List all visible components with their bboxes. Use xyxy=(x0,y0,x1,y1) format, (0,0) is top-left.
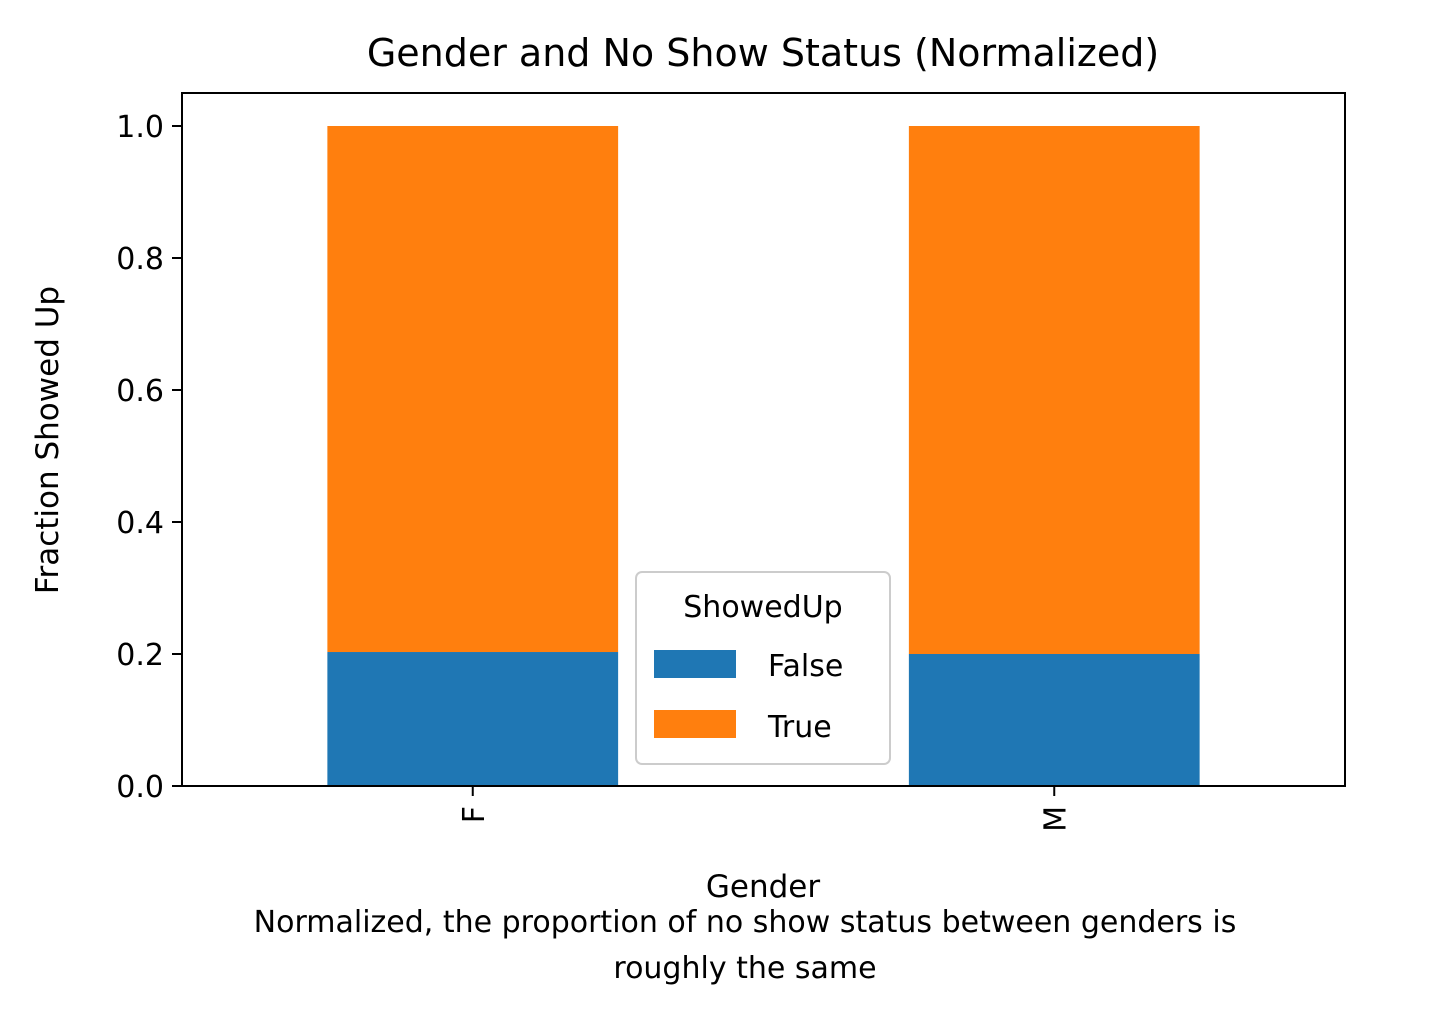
y-axis: 0.0 0.2 0.4 0.6 0.8 1.0 xyxy=(116,110,182,805)
bar-f-true xyxy=(327,126,619,653)
plot-frame xyxy=(181,92,1346,787)
bar-m-false xyxy=(908,654,1200,786)
legend-label-false: False xyxy=(768,649,843,684)
caption-line-1: Normalized, the proportion of no show st… xyxy=(254,905,1237,940)
legend-label-true: True xyxy=(767,710,832,745)
chart-title: Gender and No Show Status (Normalized) xyxy=(367,31,1159,75)
x-axis-label: Gender xyxy=(706,869,820,905)
legend-title: ShowedUp xyxy=(683,590,842,625)
y-tick-label: 0.2 xyxy=(116,638,164,673)
x-tick-label: M xyxy=(1038,806,1073,832)
y-tick-label: 0.4 xyxy=(116,506,164,541)
y-tick-label: 0.0 xyxy=(116,770,164,805)
legend-swatch-false xyxy=(654,650,736,678)
y-tick-label: 0.8 xyxy=(116,242,164,277)
legend: ShowedUp False True xyxy=(635,571,891,765)
x-tick-label: F xyxy=(457,806,492,823)
y-tick-label: 0.6 xyxy=(116,374,164,409)
bars-group xyxy=(327,126,1200,786)
caption-line-2: roughly the same xyxy=(613,951,876,986)
bar-m-true xyxy=(908,126,1200,654)
y-axis-label: Fraction Showed Up xyxy=(30,286,66,594)
y-tick-label: 1.0 xyxy=(116,110,164,145)
legend-swatch-true xyxy=(654,710,736,738)
bar-f-false xyxy=(327,652,619,786)
